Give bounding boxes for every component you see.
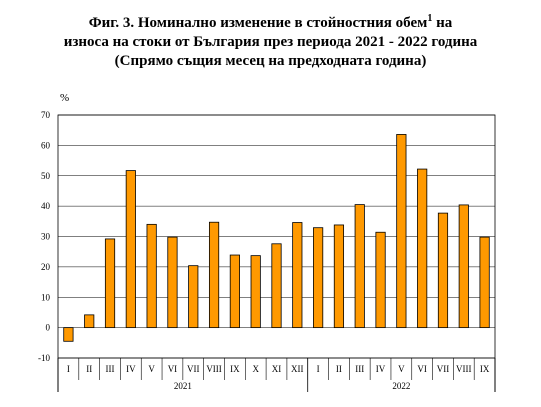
bar (167, 236, 178, 329)
bar (375, 231, 386, 329)
y-tick-label: 30 (41, 232, 51, 242)
x-tick-label: II (336, 364, 342, 374)
bar (396, 134, 407, 329)
x-tick-label: VIII (206, 364, 222, 374)
bar (437, 212, 449, 329)
bar (104, 238, 116, 329)
y-tick-label: 40 (41, 201, 51, 211)
x-tick-label: III (355, 364, 364, 374)
x-tick-label: VII (187, 364, 200, 374)
bar (146, 223, 157, 329)
y-axis-label: % (60, 92, 69, 104)
bar (354, 204, 365, 329)
x-tick-label: XI (272, 364, 282, 374)
title-line-2: износа на стоки от България през периода… (63, 34, 478, 50)
bar (333, 224, 345, 329)
x-tick-label: V (148, 364, 155, 374)
x-tick-label: V (398, 364, 405, 374)
x-tick-label: IV (126, 364, 136, 374)
x-tick-label: IV (376, 364, 386, 374)
title-line-3: (Спрямо същия месец на предходната годин… (114, 53, 427, 69)
bar (229, 254, 240, 329)
bar (208, 221, 220, 329)
year-label: 2021 (174, 381, 192, 391)
title-line-1: Фиг. 3. Номинално изменение в стойностни… (88, 13, 453, 32)
bar (313, 227, 324, 329)
bar (458, 204, 469, 329)
x-tick-label: I (67, 364, 70, 374)
bar (292, 222, 303, 329)
y-tick-label: 10 (41, 292, 51, 302)
bar (188, 265, 199, 329)
x-tick-label: III (106, 364, 115, 374)
x-tick-label: I (317, 364, 320, 374)
y-tick-label: 20 (41, 262, 51, 272)
y-tick-label: -10 (38, 353, 50, 363)
x-tick-label: XII (291, 364, 304, 374)
bar (250, 255, 261, 329)
year-label: 2022 (392, 381, 410, 391)
bar (417, 168, 428, 329)
bar (125, 170, 136, 329)
y-tick-label: 70 (41, 110, 51, 120)
x-tick-label: X (252, 364, 259, 374)
plot-area (57, 114, 496, 359)
x-tick-label: IX (480, 364, 490, 374)
x-tick-label: VI (417, 364, 427, 374)
x-tick-label: VI (168, 364, 178, 374)
x-tick-label: II (86, 364, 92, 374)
y-tick-label: 0 (46, 323, 51, 333)
x-tick-label: IX (230, 364, 240, 374)
y-tick-label: 50 (41, 171, 51, 181)
bar (271, 243, 282, 329)
x-tick-label: VII (437, 364, 450, 374)
x-tick-label: VIII (456, 364, 472, 374)
bar (479, 236, 490, 329)
bar (84, 314, 95, 329)
chart-title: Фиг. 3. Номинално изменение в стойностни… (0, 14, 541, 71)
y-tick-label: 60 (41, 140, 51, 150)
bar (63, 327, 74, 342)
